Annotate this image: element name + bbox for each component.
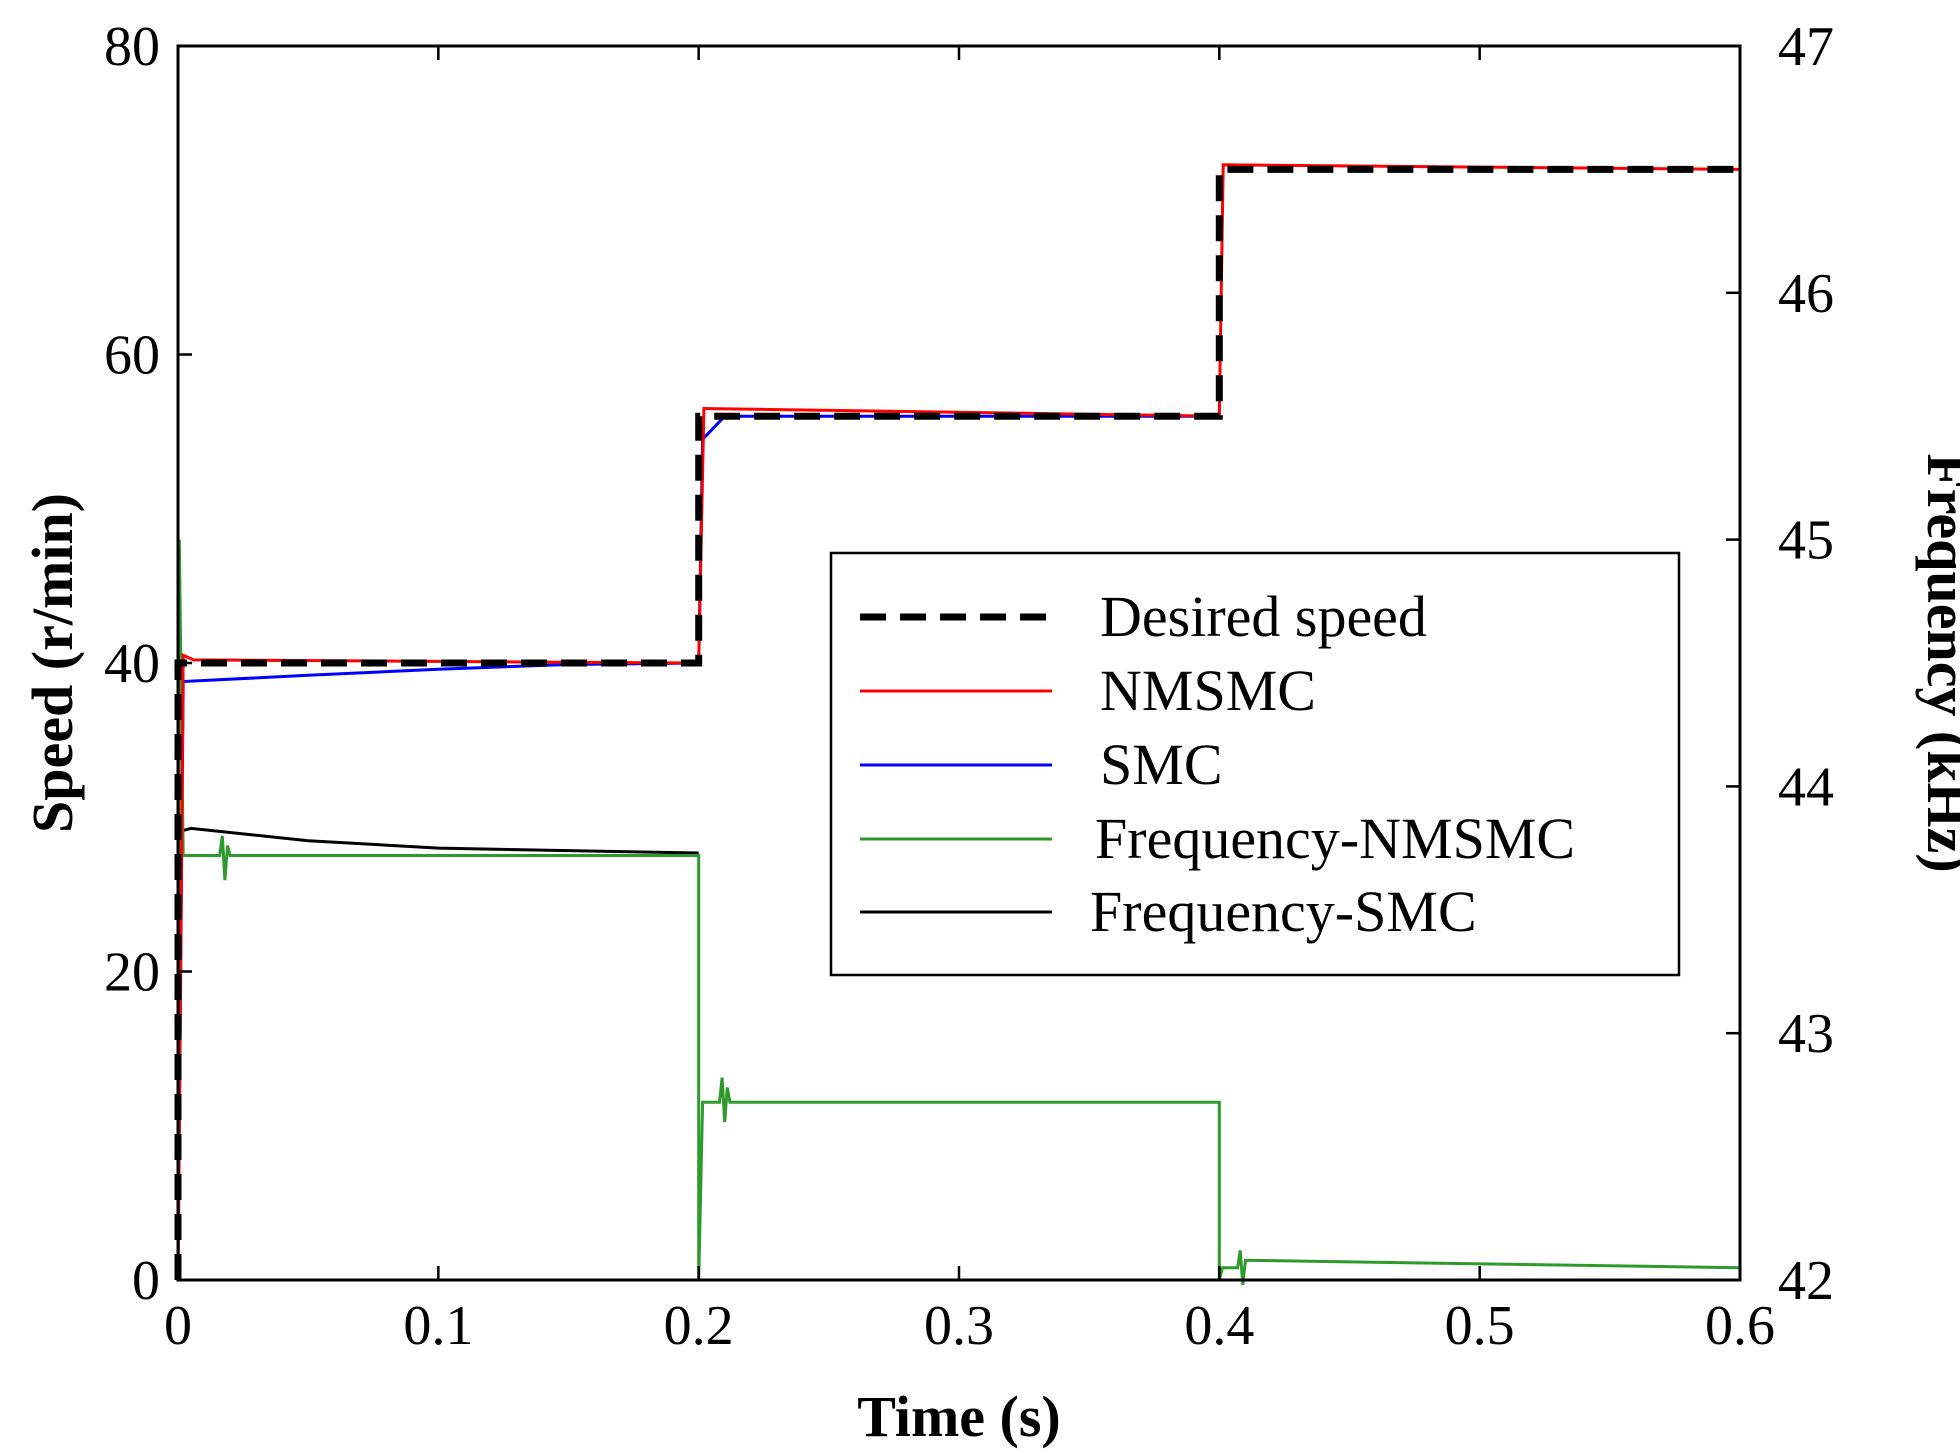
y-axis-title: Speed (r/min) (20, 493, 85, 833)
legend-label-desired-speed: Desired speed (1100, 584, 1427, 649)
y2-tick-label: 46 (1778, 263, 1834, 325)
x-tick-label: 0.3 (924, 1295, 994, 1357)
y-tick-label: 60 (104, 325, 160, 387)
y-tick-label: 20 (104, 942, 160, 1004)
y-tick-label: 40 (104, 633, 160, 695)
y2-tick-label: 43 (1778, 1003, 1834, 1065)
legend-entry-desired-speed: Desired speed (860, 584, 1427, 649)
x-tick-label: 0.2 (664, 1295, 734, 1357)
x-tick-label: 0.5 (1445, 1295, 1515, 1357)
legend: Desired speed NMSMC SMC Frequency-NMSMC … (829, 551, 1681, 977)
series-line-frequency-smc (181, 826, 699, 855)
y2-tick-label: 45 (1778, 510, 1834, 572)
legend-label-nmsmc: NMSMC (1100, 658, 1316, 723)
y-tick-label: 0 (132, 1250, 160, 1312)
legend-entry-smc: SMC (860, 732, 1223, 797)
legend-entry-nmsmc: NMSMC (860, 658, 1316, 723)
y2-tick-label: 47 (1778, 16, 1834, 78)
x-tick-label: 0.6 (1705, 1295, 1775, 1357)
y2-tick-label: 44 (1778, 756, 1834, 818)
legend-entry-frequency-nmsmc: Frequency-NMSMC (860, 806, 1575, 871)
y2-tick-label: 42 (1778, 1250, 1834, 1312)
x-tick-label: 0 (164, 1295, 192, 1357)
x-axis-title: Time (s) (857, 1384, 1061, 1449)
x-tick-label: 0.4 (1184, 1295, 1254, 1357)
legend-label-smc: SMC (1100, 732, 1223, 797)
axes-layer: 0 0.1 0.2 0.3 0.4 0.5 0.6 0 20 40 60 80 42 43 44 45 46 47 (104, 16, 1834, 1357)
x-tick-label: 0.1 (403, 1295, 473, 1357)
legend-label-frequency-nmsmc: Frequency-NMSMC (1095, 806, 1575, 871)
y-tick-label: 80 (104, 16, 160, 78)
series-line-frequency-nmsmc (176, 539, 1741, 1286)
y2-axis-title: Frequency (kHz) (1915, 453, 1960, 872)
legend-label-frequency-smc: Frequency-SMC (1090, 879, 1477, 944)
legend-entry-frequency-smc: Frequency-SMC (860, 879, 1477, 944)
